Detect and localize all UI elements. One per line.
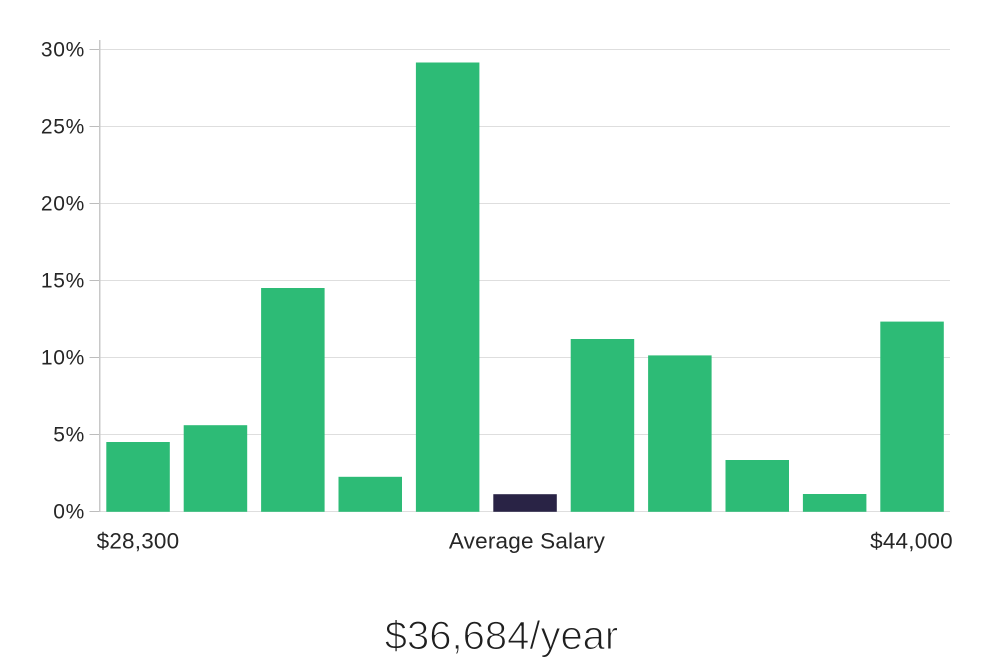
svg-text:10%: 10% xyxy=(41,347,85,370)
svg-text:0%: 0% xyxy=(53,501,85,524)
svg-text:$36,684/year: $36,684/year xyxy=(385,614,619,658)
svg-text:$44,000: $44,000 xyxy=(870,529,953,554)
svg-text:20%: 20% xyxy=(41,193,85,216)
svg-text:Average Salary: Average Salary xyxy=(449,529,606,554)
svg-text:5%: 5% xyxy=(53,424,85,447)
svg-text:$28,300: $28,300 xyxy=(97,529,180,554)
svg-text:30%: 30% xyxy=(41,39,85,62)
svg-text:25%: 25% xyxy=(41,116,85,139)
svg-text:15%: 15% xyxy=(41,270,85,293)
